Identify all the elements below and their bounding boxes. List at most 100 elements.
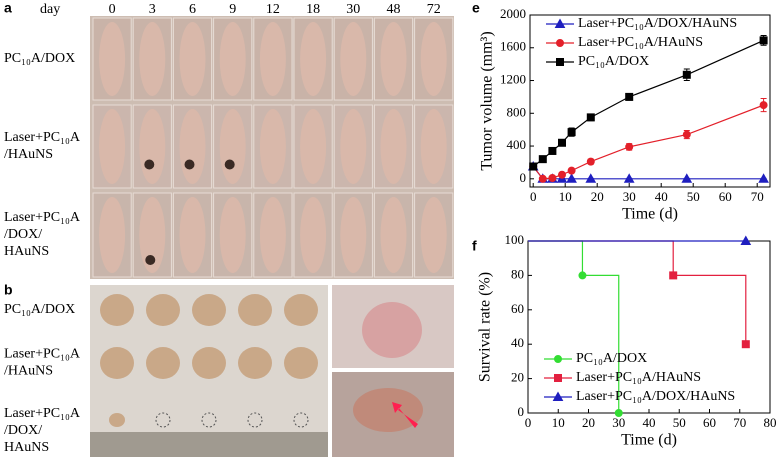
legend-label: PC₁₀A/DOX	[576, 351, 647, 366]
mouse-body	[219, 197, 246, 273]
x-tick-label: 20	[582, 415, 595, 430]
tumor-scar	[144, 159, 155, 170]
row-label: HAuNS	[4, 440, 49, 455]
marker	[741, 340, 750, 349]
marker	[625, 142, 634, 151]
marker	[554, 374, 562, 382]
y-tick-label: 0	[520, 170, 527, 185]
tumor-scar	[184, 159, 195, 170]
day-tick-label: 9	[229, 2, 236, 17]
marker	[614, 409, 623, 417]
day-tick-label: 72	[427, 2, 441, 17]
ruler	[90, 432, 328, 457]
y-axis-label: Tumor volume (mm³)	[479, 31, 496, 170]
x-tick-label: 10	[559, 189, 572, 204]
row-label: Laser+PC₁₀A	[4, 210, 81, 225]
panel-label: b	[4, 282, 13, 298]
marker	[538, 174, 547, 183]
mouse-body	[219, 109, 246, 184]
tumor	[238, 294, 272, 326]
tumor	[192, 294, 226, 326]
mouse-body	[420, 109, 447, 184]
y-tick-label: 80	[511, 266, 524, 281]
row-label: /HAuNS	[4, 147, 53, 162]
marker	[682, 130, 691, 139]
plot-frame	[527, 240, 771, 414]
series-line	[532, 104, 764, 180]
y-tick-label: 40	[511, 335, 524, 350]
marker	[558, 170, 566, 179]
mouse-body	[340, 22, 367, 96]
y-axis-label: Survival rate (%)	[477, 272, 494, 382]
mouse-body	[380, 22, 407, 96]
panel-label: e	[472, 0, 480, 16]
step-segment	[528, 240, 674, 276]
y-tick-label: 20	[511, 370, 524, 385]
marker	[740, 235, 752, 245]
step-segment	[673, 274, 747, 345]
panel-label: f	[472, 238, 477, 254]
tumor	[192, 347, 226, 379]
mouse-body	[179, 22, 206, 96]
panel-label: a	[4, 0, 12, 16]
tumor	[100, 294, 134, 326]
row-label: PC₁₀A/DOX	[4, 302, 75, 317]
marker	[567, 166, 576, 175]
tumor	[109, 413, 125, 427]
x-axis-label: Time (d)	[621, 432, 677, 449]
marker	[567, 128, 576, 137]
row-label: PC₁₀A/DOX	[4, 51, 75, 66]
mouse-body	[99, 109, 126, 184]
y-tick-label: 0	[518, 404, 525, 419]
marker	[625, 92, 634, 101]
inset-wound	[353, 388, 423, 432]
x-tick-label: 30	[612, 415, 625, 430]
marker	[759, 36, 768, 45]
day-tick-label: 30	[346, 2, 360, 17]
day-tick-label: 0	[109, 2, 116, 17]
mouse-body	[259, 22, 286, 96]
day-tick-label: 18	[306, 2, 320, 17]
x-tick-label: 20	[591, 189, 604, 204]
legend-label: Laser+PC₁₀A/DOX/HAuNS	[578, 16, 737, 31]
empty-site	[247, 412, 263, 428]
mouse-body	[420, 197, 447, 273]
x-tick-label: 50	[687, 189, 700, 204]
y-tick-label: 1600	[500, 39, 526, 54]
tumor-scar	[224, 159, 235, 170]
tumor	[146, 294, 180, 326]
day-label: day	[40, 2, 60, 17]
inset-tumor	[362, 302, 422, 358]
x-tick-label: 60	[703, 415, 716, 430]
mouse-body	[139, 109, 166, 184]
row-label: /DOX/	[4, 423, 42, 438]
mouse-body	[99, 197, 126, 273]
mouse-body	[219, 22, 246, 96]
y-tick-label: 60	[511, 301, 524, 316]
legend-label: Laser+PC₁₀A/HAuNS	[576, 370, 701, 385]
day-tick-label: 48	[387, 2, 401, 17]
marker	[556, 58, 564, 66]
mouse-body	[300, 109, 327, 184]
mouse-body	[99, 22, 126, 96]
day-tick-label: 12	[266, 2, 280, 17]
row-label: Laser+PC₁₀A	[4, 347, 81, 362]
mouse-body	[340, 109, 367, 184]
marker	[586, 113, 595, 122]
mouse-body	[300, 197, 327, 273]
step-segment	[528, 240, 584, 276]
step-segment	[582, 274, 620, 413]
arrow	[392, 402, 418, 428]
x-tick-label: 80	[764, 415, 777, 430]
marker	[586, 157, 595, 166]
row-label: /DOX/	[4, 227, 42, 242]
x-tick-label: 0	[530, 189, 537, 204]
marker	[681, 173, 693, 183]
mouse-body	[179, 197, 206, 273]
day-tick-label: 3	[149, 2, 156, 17]
empty-site	[155, 412, 171, 428]
tumor	[284, 347, 318, 379]
marker	[548, 173, 557, 182]
mouse-body	[259, 197, 286, 273]
